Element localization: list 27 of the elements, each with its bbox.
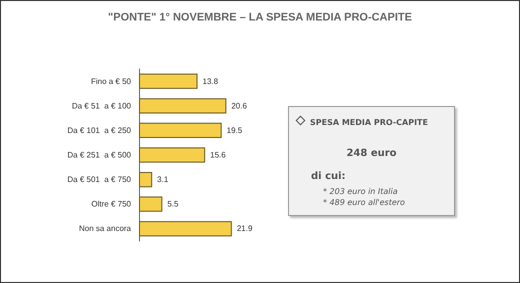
data-label: 21.9 [236, 224, 253, 234]
text: 248 euro [345, 148, 398, 159]
text: * 203 euro in Italia [323, 187, 398, 196]
y-tick-label: Non sa ancora [78, 224, 132, 234]
bar [139, 172, 152, 188]
text: SPESA MEDIA PRO-CAPITE [309, 117, 428, 127]
data-label: 20.6 [231, 101, 248, 110]
data-label: 13.8 [202, 76, 219, 86]
bar [139, 74, 198, 89]
bar [139, 122, 222, 138]
bar [139, 221, 232, 236]
y-tick-label: Da € 101 a € 250 [67, 126, 132, 135]
y-tick-label: Da € 51 a € 100 [72, 101, 132, 110]
data-label: 3.1 [157, 175, 169, 184]
text: di cui: [311, 171, 346, 182]
data-label: 15.6 [210, 150, 226, 160]
y-tick-label: Oltre € 750 [91, 200, 132, 209]
bar [139, 196, 162, 212]
data-label: 19.5 [226, 126, 243, 135]
bar [139, 98, 226, 114]
y-tick-label: Da € 501 a € 750 [67, 175, 132, 184]
y-tick-label: Da € 251 a € 500 [67, 150, 132, 160]
text: "PONTE" 1° NOVEMBRE – LA SPESA MEDIA PRO-CAPITE [108, 12, 412, 24]
data-label: 5.5 [167, 200, 179, 209]
y-tick-label: Fino a € 50 [90, 76, 132, 86]
bar [139, 147, 206, 163]
text: * 489 euro all'estero [323, 198, 405, 207]
